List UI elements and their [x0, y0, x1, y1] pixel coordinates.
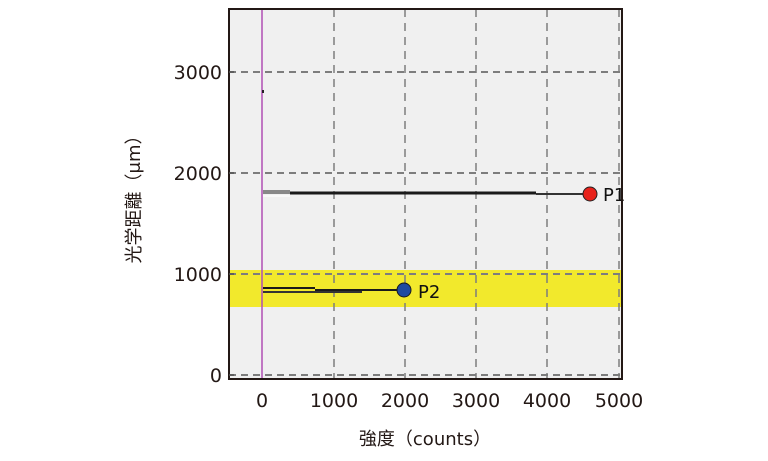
p1-trace	[263, 190, 583, 197]
x-tick-labels: 0 1000 2000 3000 4000 5000	[256, 390, 643, 412]
x-tick-label: 0	[256, 390, 268, 412]
y-tick-label: 2000	[174, 163, 222, 185]
p2-marker[interactable]	[396, 282, 412, 298]
x-tick-label: 1000	[310, 390, 358, 412]
x-tick-label: 5000	[595, 390, 643, 412]
p2-trace	[263, 287, 397, 293]
p1-label: P1	[603, 185, 625, 206]
y-tick-label: 0	[210, 365, 222, 387]
y-tick-labels: 3000 2000 1000 0	[174, 62, 222, 387]
y-axis-title: 光学距離（μm）	[124, 127, 145, 264]
p1-marker[interactable]	[582, 186, 598, 202]
x-axis-title: 強度（counts）	[359, 429, 491, 450]
y-ticks	[229, 71, 234, 376]
p2-label: P2	[418, 282, 440, 303]
y-tick-label: 3000	[174, 62, 222, 84]
y-tick-label: 1000	[174, 264, 222, 286]
x-tick-label: 4000	[523, 390, 571, 412]
plot-frame	[228, 8, 623, 380]
x-tick-label: 2000	[381, 390, 429, 412]
x-tick-label: 3000	[452, 390, 500, 412]
y-grid	[229, 71, 622, 376]
minor-mark	[262, 90, 264, 93]
